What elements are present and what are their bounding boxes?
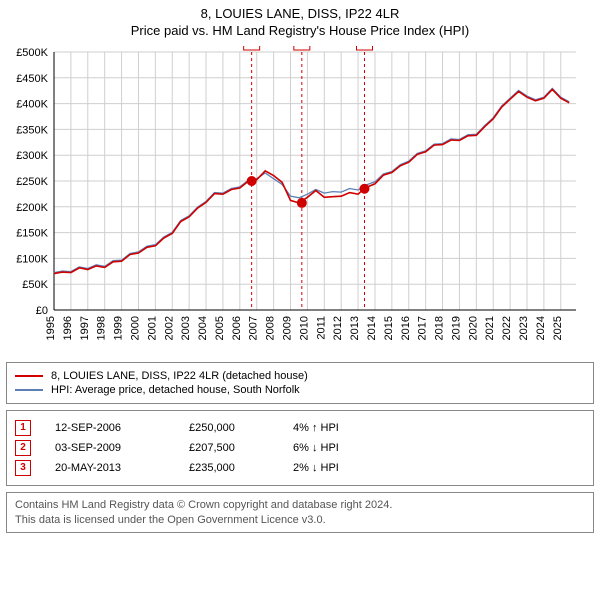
x-tick-label: 2008 (265, 316, 277, 340)
y-tick-label: £0 (36, 305, 48, 317)
x-tick-label: 2006 (231, 316, 243, 340)
x-tick-label: 2000 (129, 316, 141, 340)
chart-container: £0 £50K £100K £150K £200K £250K £300K £350K £400… (6, 46, 594, 356)
marker-label: 2 (299, 46, 305, 49)
x-tick-label: 1997 (79, 316, 91, 340)
x-tick-label: 2011 (315, 316, 327, 340)
sale-vs-hpi: 6% ↓ HPI (293, 442, 383, 454)
legend-row: HPI: Average price, detached house, Sout… (15, 384, 585, 396)
x-tick-label: 2015 (383, 316, 395, 340)
y-tick-label: £150K (16, 227, 48, 239)
sale-marker-box: 3 (15, 460, 31, 476)
x-tick-label: 2004 (197, 316, 209, 340)
x-tick-label: 2017 (417, 316, 429, 340)
x-tick-label: 2009 (282, 316, 294, 340)
sale-row: 3 20-MAY-2013 £235,000 2% ↓ HPI (15, 460, 585, 476)
x-tick-label: 2002 (163, 316, 175, 340)
legend: 8, LOUIES LANE, DISS, IP22 4LR (detached… (6, 362, 594, 404)
sale-price: £207,500 (189, 442, 269, 454)
x-tick-label: 2018 (434, 316, 446, 340)
sale-date: 12-SEP-2006 (55, 422, 165, 434)
sales-table: 1 12-SEP-2006 £250,000 4% ↑ HPI 2 03-SEP-2009… (6, 410, 594, 486)
y-tick-label: £250K (16, 176, 48, 188)
sale-row: 2 03-SEP-2009 £207,500 6% ↓ HPI (15, 440, 585, 456)
x-tick-label: 1996 (62, 316, 74, 340)
x-tick-label: 2024 (535, 316, 547, 340)
sale-row: 1 12-SEP-2006 £250,000 4% ↑ HPI (15, 420, 585, 436)
sale-marker-dot (297, 198, 307, 208)
x-tick-label: 2019 (450, 316, 462, 340)
legend-label: HPI: Average price, detached house, Sout… (51, 384, 300, 396)
x-tick-label: 2013 (349, 316, 361, 340)
sale-vs-hpi: 2% ↓ HPI (293, 462, 383, 474)
x-tick-label: 2003 (180, 316, 192, 340)
sale-price: £235,000 (189, 462, 269, 474)
x-tick-label: 1995 (45, 316, 57, 340)
sale-date: 03-SEP-2009 (55, 442, 165, 454)
sale-marker-dot (247, 176, 257, 186)
sale-marker-box: 1 (15, 420, 31, 436)
sale-vs-hpi: 4% ↑ HPI (293, 422, 383, 434)
y-tick-label: £200K (16, 202, 48, 214)
x-tick-label: 1998 (96, 316, 108, 340)
footer-line-2: This data is licensed under the Open Gov… (15, 513, 585, 528)
x-tick-label: 1999 (113, 316, 125, 340)
x-tick-label: 2016 (400, 316, 412, 340)
chart-title-block: 8, LOUIES LANE, DISS, IP22 4LR Price pai… (6, 6, 594, 40)
legend-row: 8, LOUIES LANE, DISS, IP22 4LR (detached… (15, 370, 585, 382)
x-tick-label: 2005 (214, 316, 226, 340)
x-tick-label: 2021 (484, 316, 496, 340)
x-tick-label: 2014 (366, 316, 378, 340)
sale-date: 20-MAY-2013 (55, 462, 165, 474)
y-tick-label: £400K (16, 98, 48, 110)
marker-label: 3 (362, 46, 368, 49)
x-tick-label: 2012 (332, 316, 344, 340)
attribution-footer: Contains HM Land Registry data © Crown c… (6, 492, 594, 534)
price-chart: £0 £50K £100K £150K £200K £250K £300K £350K £400… (6, 46, 582, 356)
y-tick-label: £100K (16, 253, 48, 265)
y-tick-label: £350K (16, 124, 48, 136)
x-tick-label: 2010 (298, 316, 310, 340)
sale-marker-box: 2 (15, 440, 31, 456)
sale-price: £250,000 (189, 422, 269, 434)
legend-swatch (15, 375, 43, 377)
x-tick-label: 2022 (501, 316, 513, 340)
title-line-2: Price paid vs. HM Land Registry's House … (6, 23, 594, 40)
legend-swatch (15, 389, 43, 391)
x-tick-label: 2025 (552, 316, 564, 340)
y-tick-label: £450K (16, 73, 48, 85)
y-tick-label: £500K (16, 47, 48, 59)
x-tick-label: 2001 (146, 316, 158, 340)
y-tick-label: £50K (22, 279, 48, 291)
sale-marker-dot (359, 184, 369, 194)
marker-label: 1 (249, 46, 255, 49)
legend-label: 8, LOUIES LANE, DISS, IP22 4LR (detached… (51, 370, 308, 382)
x-tick-label: 2023 (518, 316, 530, 340)
title-line-1: 8, LOUIES LANE, DISS, IP22 4LR (6, 6, 594, 23)
x-tick-label: 2020 (467, 316, 479, 340)
y-tick-label: £300K (16, 150, 48, 162)
x-tick-label: 2007 (248, 316, 260, 340)
footer-line-1: Contains HM Land Registry data © Crown c… (15, 498, 585, 513)
